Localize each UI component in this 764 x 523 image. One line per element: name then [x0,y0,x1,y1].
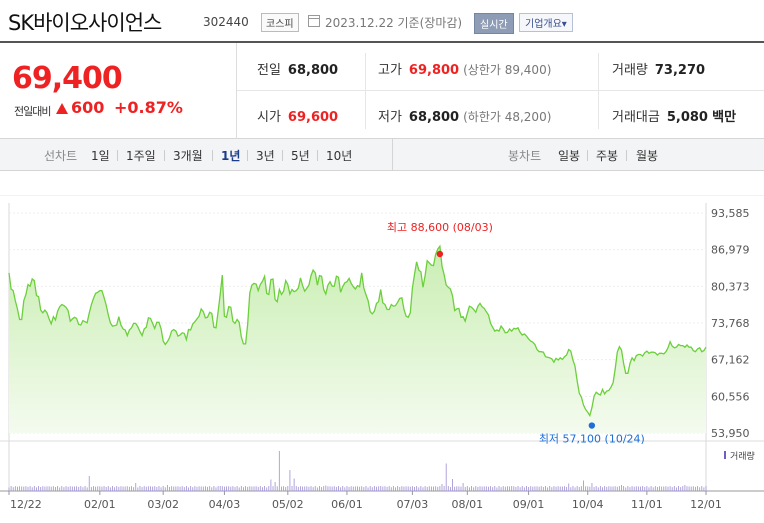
y-tick-label: 93,585 [711,207,750,220]
stats-col-divider [365,53,366,129]
price-area [9,246,706,433]
change-rate: +0.87% [114,98,183,117]
x-tick-label: 09/01 [513,498,545,511]
stat-prev-close: 전일 68,800 [257,59,338,78]
tab-1y[interactable]: 1년 [221,149,241,163]
tab-separator [587,150,588,161]
tab-monthly[interactable]: 월봉 [636,149,659,163]
low-label: 최저 57,100 (10/24) [539,433,645,446]
change-label: 전일대비 [14,105,51,118]
y-tick-label: 53,950 [711,427,750,440]
stat-open: 시가 69,600 [257,106,338,125]
tab-1d[interactable]: 1일 [91,149,110,163]
low-marker [588,422,596,429]
tab-5y[interactable]: 5년 [291,149,310,163]
stat-label: 전일 [257,63,281,78]
market-badge: 코스피 [261,13,299,32]
current-price: 69,400 [12,61,123,96]
tab-1w[interactable]: 1주일 [126,149,156,163]
y-tick-label: 80,373 [711,280,750,293]
stat-value: 69,600 [287,110,339,125]
y-tick-label: 60,556 [711,390,750,403]
stat-label: 거래량 [612,63,648,78]
tab-separator [117,150,118,161]
stat-low: 저가 68,800 (하한가 48,200) [378,106,551,125]
stat-value: 68,800 [408,110,460,125]
y-tick-label: 73,768 [711,317,750,330]
tab-daily[interactable]: 일봉 [558,149,581,163]
company-overview-button[interactable]: 기업개요▾ [519,13,573,32]
stat-amount: 거래대금 5,080 백만 [612,106,736,125]
x-tick-label: 10/04 [572,498,604,511]
x-tick-label: 04/03 [209,498,241,511]
stock-header: SK바이오사이언스 302440 코스피 2023.12.22 기준(장마감) … [0,0,764,42]
tab-separator [317,150,318,161]
stat-label: 고가 [378,63,402,78]
volume-legend-label: 거래량 [730,450,755,462]
stock-code: 302440 [203,15,249,29]
stat-label: 시가 [257,110,281,125]
tab-3y[interactable]: 3년 [256,149,275,163]
x-tick-label: 12/01 [690,498,722,511]
stat-label: 저가 [378,110,402,125]
tab-separator [212,150,213,161]
volume-legend-mark [724,451,726,459]
price-line [8,244,707,418]
stat-value: 69,800 [408,63,460,78]
header-divider [0,41,764,43]
x-tick-label: 08/01 [451,498,483,511]
candle-chart-title: 봉차트 [508,149,542,163]
price-chart: 거래량 93,585 86,979 80,373 73,768 67,162 60,556… [0,195,764,511]
x-tick-label: 11/01 [631,498,663,511]
tabbar-divider [392,139,393,171]
x-tick-label: 07/03 [397,498,429,511]
tab-separator [164,150,165,161]
stat-label: 거래대금 [612,110,660,125]
high-marker [436,250,444,258]
up-triangle-icon [56,103,68,114]
high-label: 최고 88,600 (08/03) [387,221,493,234]
tab-weekly[interactable]: 주봉 [596,149,619,163]
stat-value: 73,270 [654,63,706,78]
stat-high: 고가 69,800 (상한가 89,400) [378,59,551,78]
price-summary: 69,400 전일대비 600 +0.87% [0,43,237,139]
stat-sub: (상한가 89,400) [463,63,552,77]
stock-name: SK바이오사이언스 [8,11,162,35]
tab-10y[interactable]: 10년 [326,149,353,163]
tab-separator [282,150,283,161]
y-tick-label: 67,162 [711,354,750,367]
y-tick-label: 86,979 [711,244,750,257]
stats-row-divider [237,90,764,91]
change-value: 600 [71,98,105,117]
tab-separator [626,150,627,161]
tab-separator [247,150,248,161]
x-tick-label: 05/02 [272,498,304,511]
price-panel: 69,400 전일대비 600 +0.87% 전일 68,800 고가 69,800… [0,43,764,139]
stats-col-divider [598,53,599,129]
stat-value: 5,080 [666,110,708,125]
stat-sub: (하한가 48,200) [463,110,552,124]
stat-value: 68,800 [287,63,339,78]
x-tick-label: 03/02 [147,498,179,511]
tab-3m[interactable]: 3개월 [173,149,203,163]
x-tick-label: 06/01 [331,498,363,511]
line-chart-title: 선차트 [44,149,78,163]
stat-unit: 백만 [712,110,737,125]
x-tick-label: 12/22 [10,498,42,511]
calendar-icon [308,15,320,27]
stat-volume: 거래량 73,270 [612,59,705,78]
x-tick-label: 02/01 [84,498,116,511]
chart-tabbar: 선차트 1일 1주일 3개월 1년 3년 5년 10년 봉차트 일봉 주봉 월봉 [0,139,764,171]
realtime-button[interactable]: 실시간 [474,13,514,34]
price-date: 2023.12.22 기준(장마감) [325,16,463,30]
